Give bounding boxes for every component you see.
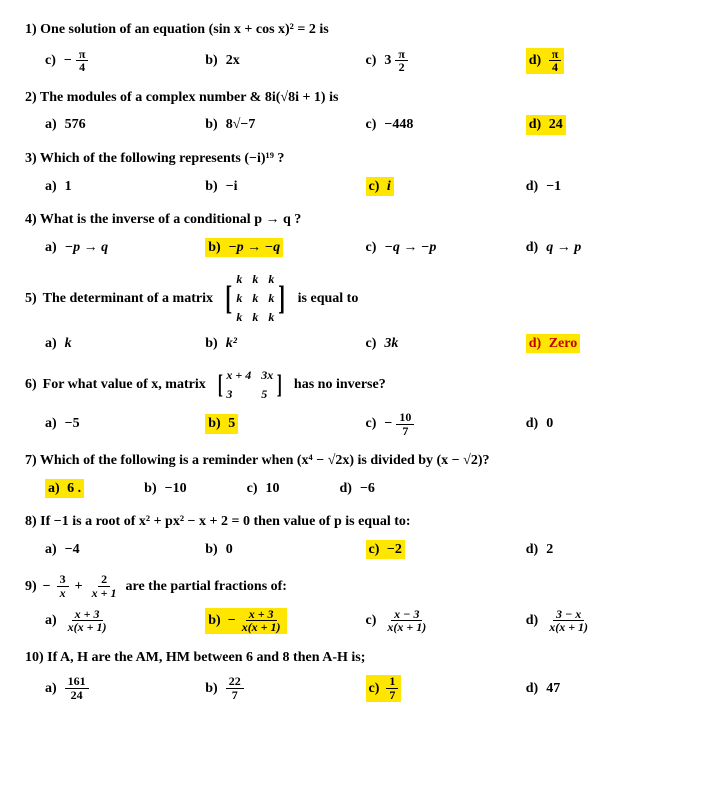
q5-opt-b: b)k² xyxy=(205,334,365,354)
q6-opt-a: a)−5 xyxy=(45,414,205,434)
q6-opt-d: d)0 xyxy=(526,414,686,434)
question-7: 7) Which of the following is a reminder … xyxy=(25,451,686,498)
q4-opt-b: b) −p → −q xyxy=(205,238,365,258)
q6-opt-c: c) − 107 xyxy=(366,411,526,437)
q2-options: a)576 b)8√−7 c)−448 d) 24 xyxy=(45,115,686,135)
q7-opt-b: b)−10 xyxy=(144,479,186,499)
q10-opt-b: b) 227 xyxy=(205,675,365,701)
question-2: 2) The modules of a complex number & 8i(… xyxy=(25,88,686,135)
q4-opt-d: d)q → p xyxy=(526,238,686,258)
q3-opt-d: d)−1 xyxy=(526,177,686,197)
q1-num: 1) xyxy=(25,22,37,37)
q2-opt-d: d) 24 xyxy=(526,115,686,135)
q3-opt-c: c) i xyxy=(366,177,526,197)
q5-opt-c: c)3k xyxy=(366,334,526,354)
question-8: 8) If −1 is a root of x² + px² − x + 2 =… xyxy=(25,512,686,559)
question-6: 6) For what value of x, matrix [ x + 43x… xyxy=(25,367,686,437)
q8-opt-c: c) −2 xyxy=(366,540,526,560)
q10-opt-d: d)47 xyxy=(526,679,686,699)
q9-opt-c: c) x − 3x(x + 1) xyxy=(366,608,526,634)
q1-options: c) − π4 b) 2x c) 3 π2 d) π4 xyxy=(45,48,686,74)
q8-opt-b: b)0 xyxy=(205,540,365,560)
question-10: 10) If A, H are the AM, HM between 6 and… xyxy=(25,648,686,702)
q8-opt-d: d)2 xyxy=(526,540,686,560)
question-3: 3) Which of the following represents (−i… xyxy=(25,149,686,196)
q2-opt-c: c)−448 xyxy=(366,115,526,135)
q4-opt-c: c)−q → −p xyxy=(366,238,526,258)
q1-opt-b: b) 2x xyxy=(205,51,365,71)
q5-matrix: [ kkk kkk kkk ] xyxy=(223,271,288,325)
q9-opt-a: a) x + 3x(x + 1) xyxy=(45,608,205,634)
q4-opt-a: a)−p → q xyxy=(45,238,205,258)
q7-opt-a: a) 6 . xyxy=(45,479,84,499)
question-1: 1) One solution of an equation (sin x + … xyxy=(25,20,686,74)
question-9: 9) − 3x + 2x + 1 are the partial fractio… xyxy=(25,573,686,633)
q10-opt-c: c) 17 xyxy=(366,675,526,701)
q3-opt-a: a)1 xyxy=(45,177,205,197)
q10-opt-a: a) 16124 xyxy=(45,675,205,701)
q9-opt-d: d) 3 − xx(x + 1) xyxy=(526,608,686,634)
q7-opt-d: d)−6 xyxy=(340,479,375,499)
question-5: 5) The determinant of a matrix [ kkk kkk… xyxy=(25,271,686,353)
q5-opt-d: d) Zero xyxy=(526,334,686,354)
q1-opt-d: d) π4 xyxy=(526,48,686,74)
q1-opt-c: c) − π4 xyxy=(45,48,205,74)
q6-opt-b: b) 5 xyxy=(205,414,365,434)
q6-matrix: [ x + 43x 35 ] xyxy=(216,367,284,403)
q1-text: 1) One solution of an equation (sin x + … xyxy=(25,20,686,40)
q3-opt-b: b)−i xyxy=(205,177,365,197)
q5-opt-a: a)k xyxy=(45,334,205,354)
q2-text: 2) The modules of a complex number & 8i(… xyxy=(25,88,686,108)
q2-opt-a: a)576 xyxy=(45,115,205,135)
q8-opt-a: a)−4 xyxy=(45,540,205,560)
q2-opt-b: b)8√−7 xyxy=(205,115,365,135)
q1-opt-c2: c) 3 π2 xyxy=(366,48,526,74)
q7-opt-c: c)10 xyxy=(247,479,280,499)
question-4: 4) What is the inverse of a conditional … xyxy=(25,210,686,257)
q9-opt-b: b) − x + 3x(x + 1) xyxy=(205,608,365,634)
